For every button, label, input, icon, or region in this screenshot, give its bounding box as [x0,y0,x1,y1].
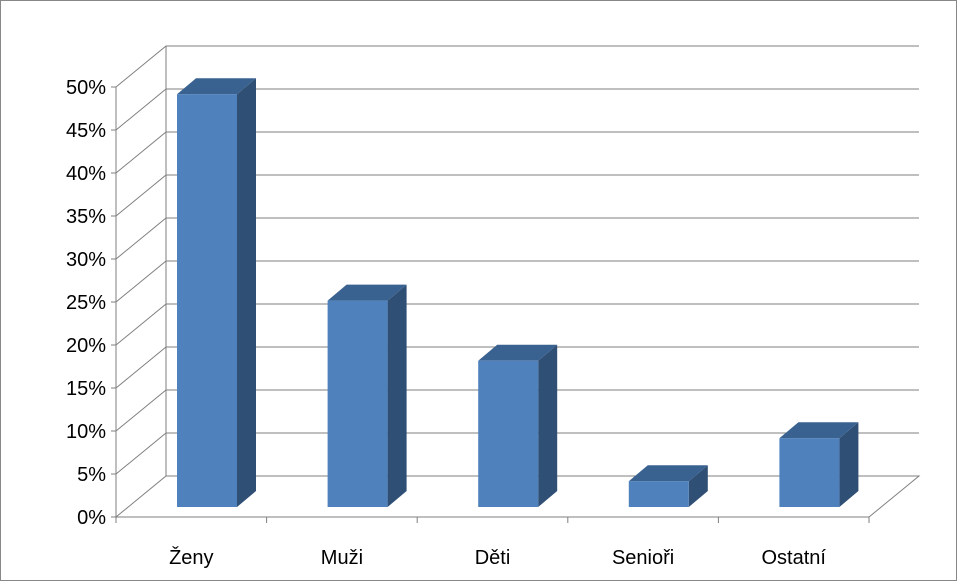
x-tick-label: Ženy [169,546,213,569]
bar-front [177,94,237,507]
y-tick-label: 40% [66,163,106,185]
bar [478,344,558,507]
gridline [115,260,919,303]
bar-top [327,284,407,301]
bar-side [839,422,859,507]
bar-top [779,422,859,439]
bar-top [628,465,708,482]
bar-side [237,78,256,507]
y-tick-label: 10% [66,421,106,443]
bar-side [688,465,708,507]
bar [327,284,407,507]
x-axis-ticks: Ženy Muži Děti Senioři Ostatní [115,517,870,569]
y-tick-label: 0% [77,507,106,529]
chart-floor [114,475,921,518]
y-tick-label: 20% [66,335,106,357]
gridline [115,303,919,346]
bar-top [177,78,256,95]
x-tick-label: Děti [475,547,511,569]
x-tick-label: Senioři [612,547,674,569]
bar [177,78,256,507]
bar-side [538,344,558,507]
gridline [115,131,919,174]
gridlines [115,45,919,475]
x-tick-label: Ostatní [761,547,826,569]
gridline [115,45,919,88]
gridline [115,432,919,475]
bar-front [327,300,388,507]
gridline [115,346,919,389]
y-tick-label: 50% [66,77,106,99]
y-tick-label: 5% [77,464,106,486]
bar-front [779,438,840,507]
y-tick-label: 25% [66,292,106,314]
y-tick-label: 15% [66,378,106,400]
y-tick-label: 45% [66,120,106,142]
gridline [115,174,919,217]
bar [628,465,708,507]
bar-side [387,284,407,507]
bar-front [628,481,689,507]
gridline [115,389,919,432]
bar [779,422,859,507]
bar-front [478,360,539,507]
y-axis-ticks: 0% 5% 10% 15% 20% 25% 30% 35% 40% 45% 50% [66,77,116,529]
x-tick-label: Muži [321,547,363,569]
gridline [115,88,919,131]
y-tick-label: 35% [66,206,106,228]
bars [177,78,859,507]
gridline [115,217,919,260]
y-tick-label: 30% [66,249,106,271]
bar-top [478,344,558,361]
